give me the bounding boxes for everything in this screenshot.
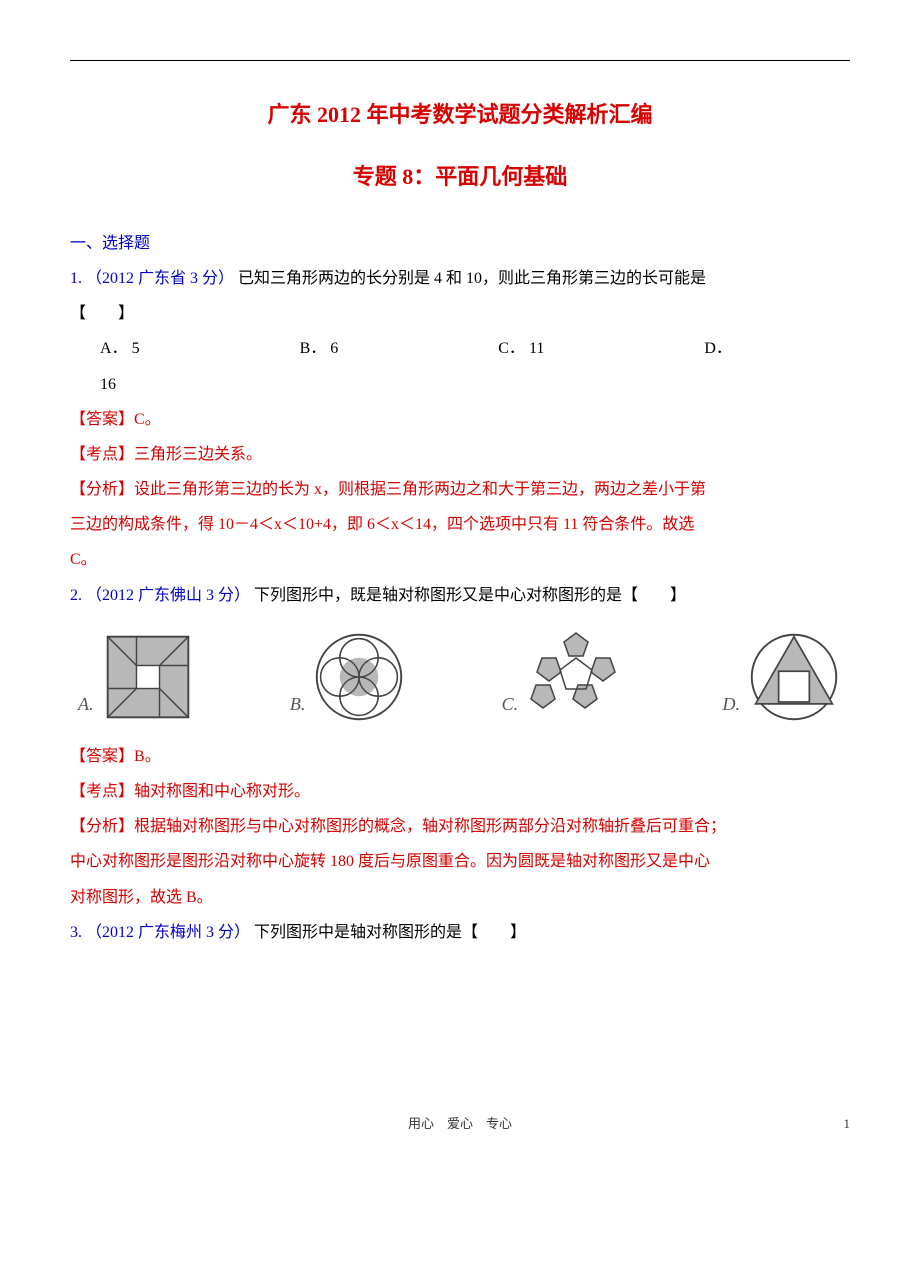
q2-figA: A. bbox=[78, 629, 196, 725]
five-pentagons-icon bbox=[524, 625, 628, 725]
q1-stem-line: 1. （2012 广东省 3 分） 已知三角形两边的长分别是 4 和 10，则此… bbox=[70, 261, 850, 296]
q1-kaodian: 【考点】三角形三边关系。 bbox=[70, 437, 850, 472]
page-number: 1 bbox=[844, 1110, 851, 1139]
q2-figA-label: A. bbox=[78, 685, 94, 725]
q2-stem: 下列图形中，既是轴对称图形又是中心对称图形的是【 】 bbox=[254, 587, 686, 604]
q2-figC-label: C. bbox=[502, 685, 519, 725]
section-heading: 一、选择题 bbox=[70, 226, 850, 261]
triangle-circle-square-icon bbox=[746, 629, 842, 725]
q2-fenxi-2: 中心对称图形是图形沿对称中心旋转 180 度后与原图重合。因为圆既是轴对称图形又… bbox=[70, 844, 850, 879]
q3-num: 3. bbox=[70, 924, 82, 941]
title-main: 广东 2012 年中考数学试题分类解析汇编 bbox=[70, 91, 850, 139]
q1-optD: D． bbox=[704, 331, 732, 366]
pinwheel-square-icon bbox=[100, 629, 196, 725]
q1-answer: 【答案】C。 bbox=[70, 402, 850, 437]
page-footer: 用心 爱心 专心 1 bbox=[70, 1110, 850, 1139]
q2-num: 2. bbox=[70, 587, 82, 604]
q2-source: （2012 广东佛山 3 分） bbox=[86, 587, 250, 604]
q1-options: A． 5 B． 6 C． 11 D． bbox=[70, 331, 850, 366]
q3-stem-line: 3. （2012 广东梅州 3 分） 下列图形中是轴对称图形的是【 】 bbox=[70, 915, 850, 950]
q3-source: （2012 广东梅州 3 分） bbox=[86, 924, 250, 941]
q3-stem: 下列图形中是轴对称图形的是【 】 bbox=[254, 924, 526, 941]
q2-kaodian: 【考点】轴对称图和中心称对形。 bbox=[70, 774, 850, 809]
q2-figures-row: A. B. C. bbox=[70, 619, 850, 729]
q1-num: 1. bbox=[70, 270, 82, 287]
q1-fenxi-1: 【分析】设此三角形第三边的长为 x，则根据三角形两边之和大于第三边，两边之差小于… bbox=[70, 472, 850, 507]
q1-optC: C． 11 bbox=[498, 331, 544, 366]
q1-optB: B． 6 bbox=[300, 331, 339, 366]
q2-answer: 【答案】B。 bbox=[70, 739, 850, 774]
q2-figD-label: D. bbox=[723, 685, 741, 725]
q2-figD: D. bbox=[723, 629, 843, 725]
q1-optD-value: 16 bbox=[70, 367, 850, 402]
title-sub: 专题 8：平面几何基础 bbox=[70, 153, 850, 201]
q1-fenxi-2: 三边的构成条件，得 10－4＜x＜10+4，即 6＜x＜14，四个选项中只有 1… bbox=[70, 507, 850, 542]
top-rule bbox=[70, 60, 850, 61]
q2-fenxi-1: 【分析】根据轴对称图形与中心对称图形的概念，轴对称图形两部分沿对称轴折叠后可重合… bbox=[70, 809, 850, 844]
q2-stem-line: 2. （2012 广东佛山 3 分） 下列图形中，既是轴对称图形又是中心对称图形… bbox=[70, 578, 850, 613]
q1-fenxi-3: C。 bbox=[70, 542, 850, 577]
q2-figB-label: B. bbox=[290, 685, 306, 725]
four-circles-icon bbox=[311, 629, 407, 725]
q1-stem: 已知三角形两边的长分别是 4 和 10，则此三角形第三边的长可能是 bbox=[238, 270, 706, 287]
q2-fenxi-3: 对称图形，故选 B。 bbox=[70, 880, 850, 915]
q1-source: （2012 广东省 3 分） bbox=[86, 270, 234, 287]
q1-optA: A． 5 bbox=[100, 331, 140, 366]
q1-bracket: 【 】 bbox=[70, 296, 850, 331]
footer-text: 用心 爱心 专心 bbox=[408, 1116, 512, 1131]
q2-figC: C. bbox=[502, 625, 629, 725]
q2-figB: B. bbox=[290, 629, 408, 725]
